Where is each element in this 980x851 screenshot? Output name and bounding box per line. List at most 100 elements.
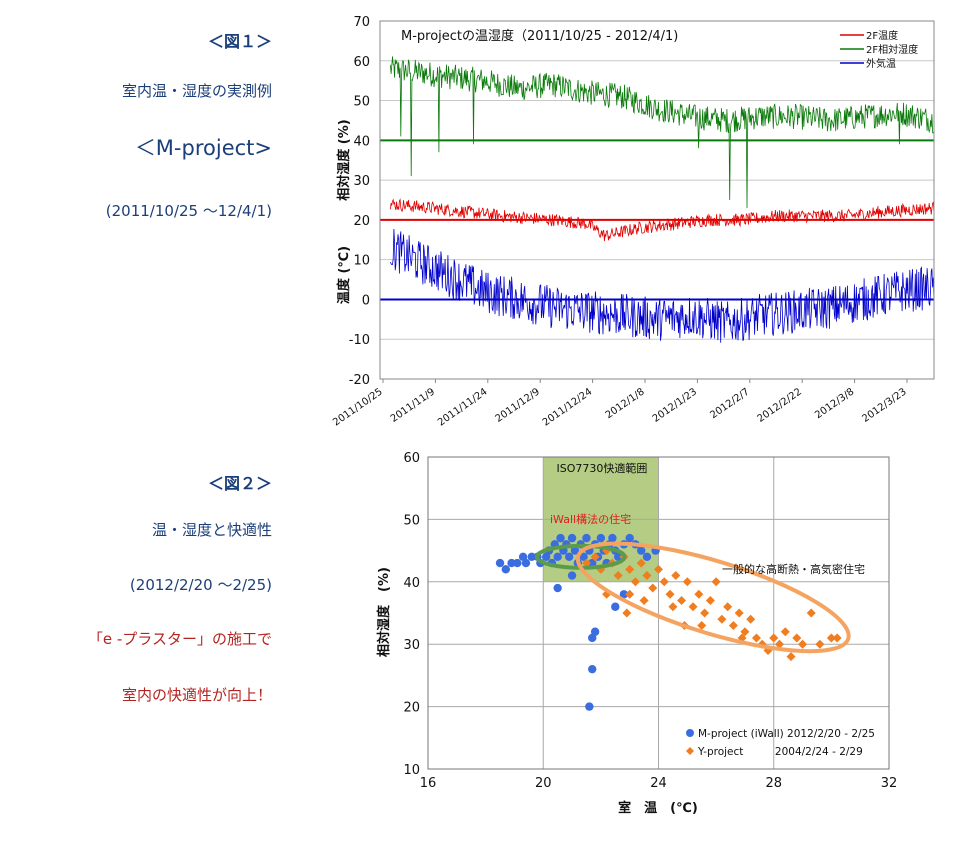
y-project-point <box>832 633 842 643</box>
m-project-point <box>619 590 629 599</box>
chart1-ytick-label: -20 <box>349 373 370 388</box>
m-project-point <box>625 533 634 543</box>
m-project-point <box>541 552 551 562</box>
chart1-series-line <box>390 228 935 343</box>
m-project-point <box>588 558 597 568</box>
comfort-zone-label: ISO7730快適範囲 <box>557 461 648 475</box>
y-project-point <box>798 639 808 649</box>
m-project-point <box>585 702 594 711</box>
chart2-ytick-label: 60 <box>403 451 420 466</box>
y-project-point <box>630 577 640 587</box>
chart1-legend-label: 2F相対湿度 <box>866 43 918 56</box>
y-project-point <box>728 620 738 630</box>
m-project-point <box>527 552 536 562</box>
m-project-point <box>582 533 591 543</box>
y-project-point <box>613 571 623 581</box>
chart1-series-line <box>390 198 935 242</box>
chart2-ytick-label: 30 <box>403 638 420 653</box>
chart2-ytick-label: 20 <box>403 701 420 716</box>
figure2-title: ＜図２＞ <box>207 474 272 493</box>
y-project-point <box>740 627 750 637</box>
y-project-point <box>642 571 652 581</box>
y-project-point <box>590 552 600 562</box>
y-project-point <box>636 558 646 568</box>
y-project-point <box>705 596 715 606</box>
y-project-point <box>665 589 675 599</box>
y-project-point <box>659 577 669 587</box>
chart2-ytick-label: 10 <box>403 763 420 778</box>
m-project-point <box>556 533 565 543</box>
y-project-point <box>751 633 761 643</box>
m-project-point <box>567 571 577 580</box>
m-project-point <box>596 533 606 543</box>
y-project-point <box>688 602 698 612</box>
m-project-point <box>611 602 620 611</box>
chart2-xtick-label: 32 <box>881 776 898 791</box>
chart1-ytick-label: 50 <box>353 95 370 110</box>
chart1-ytick-label: 40 <box>353 134 370 149</box>
chart1-plot-frame <box>379 20 935 380</box>
chart2-legend: M-project (iWall) 2012/2/20 - 2/25 Y-proj… <box>686 728 875 758</box>
y-project-point <box>723 602 733 612</box>
chart2-plot-frame <box>427 456 890 770</box>
chart2-ytick-label: 40 <box>403 576 420 591</box>
m-project-point <box>553 583 562 593</box>
y-project-point <box>775 639 785 649</box>
m-project-point <box>553 552 562 562</box>
chart2-legend-marker <box>686 729 694 737</box>
chart1-ytick-label: 20 <box>353 214 370 229</box>
y-project-point <box>622 608 632 618</box>
y-project-point <box>806 608 816 618</box>
y-project-point <box>815 639 825 649</box>
chart1-ylabel-temperature: 温度 (℃) <box>336 246 352 304</box>
m-project-point <box>588 633 597 643</box>
m-project-point <box>590 627 600 636</box>
chart2-legend-label: M-project (iWall) 2012/2/20 - 2/25 <box>698 728 875 740</box>
chart2-legend-marker <box>686 747 694 755</box>
m-project-point <box>613 552 623 562</box>
figure1-period: (2011/10/25 〜12/4/1) <box>105 202 272 220</box>
figure1-project: ＜M-project> <box>134 136 272 160</box>
figure2-subtitle: 温・湿度と快適性 <box>151 521 272 539</box>
figure1-subtitle: 室内温・湿度の実測例 <box>121 82 272 100</box>
y-project-point <box>792 633 802 643</box>
y-project-point <box>694 589 704 599</box>
m-project-point <box>588 664 597 674</box>
chart1-legend-label: 2F温度 <box>866 29 898 42</box>
chart2-ylabel: 相対湿度 (%) <box>376 567 392 657</box>
chart1-ytick-label: 10 <box>353 254 370 269</box>
m-project-point <box>642 552 652 562</box>
y-project-point <box>654 564 663 574</box>
y-project-point <box>786 652 796 662</box>
y-project-point <box>682 577 692 587</box>
m-project-point <box>567 533 577 543</box>
iwall-label: iWall構法の住宅 <box>550 512 631 526</box>
y-project-point <box>639 596 649 606</box>
m-project-point <box>608 533 617 543</box>
chart2-xlabel: 室 温 (℃) <box>618 800 698 816</box>
chart1-legend-label: 外気温 <box>866 57 896 70</box>
m-project-point <box>564 552 574 562</box>
y-project-point <box>711 577 721 587</box>
chart1-ytick-label: 60 <box>353 55 370 70</box>
y-project-point <box>717 614 727 624</box>
y-project-point <box>780 627 790 637</box>
chart2-xtick-label: 28 <box>765 776 782 791</box>
chart2-legend-label: Y-project 2004/2/24 - 2/29 <box>697 746 863 758</box>
y-project-point <box>826 633 836 643</box>
chart2-ytick-label: 50 <box>403 513 420 528</box>
figure2-period: (2012/2/20 〜2/25) <box>129 576 272 594</box>
y-project-point <box>734 608 744 618</box>
y-project-point <box>581 558 591 568</box>
chart1-series-line <box>390 56 935 209</box>
m-project-point <box>513 558 522 568</box>
y-project-point <box>625 564 635 574</box>
figure2-note-1: 「e -プラスター」の施工で <box>87 630 272 648</box>
chart2-xtick-label: 16 <box>420 776 437 791</box>
chart1-ytick-label: -10 <box>349 333 370 348</box>
figure1-title: ＜図１＞ <box>207 32 272 51</box>
y-project-point <box>700 608 710 618</box>
